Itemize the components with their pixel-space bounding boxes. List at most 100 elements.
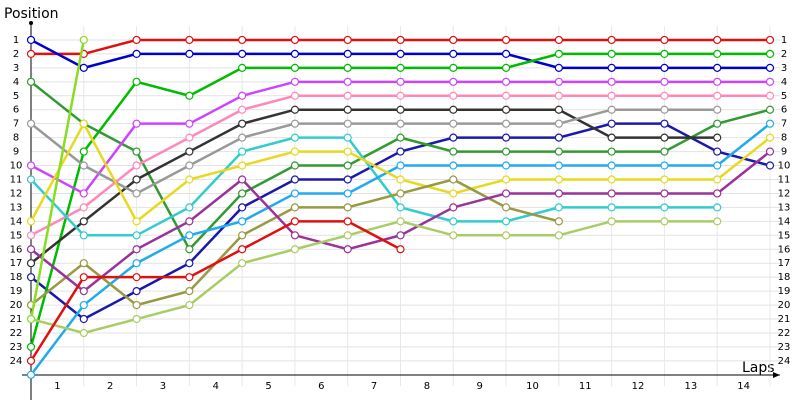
point (290, 77, 300, 86)
y-tick-label: 19 (10, 286, 23, 297)
x-tick-label: 7 (371, 381, 377, 392)
point (290, 231, 300, 240)
point (238, 217, 247, 226)
point (238, 161, 247, 170)
point (607, 175, 616, 184)
x-tick-label: 10 (526, 381, 539, 392)
point (343, 49, 352, 59)
point (501, 189, 511, 198)
point (238, 63, 247, 72)
y-tick-label-right: 4 (781, 77, 787, 88)
y-tick-label: 3 (13, 63, 19, 74)
point (79, 273, 88, 282)
point (713, 147, 722, 156)
y-tick-label-right: 12 (778, 188, 791, 199)
point (501, 175, 511, 184)
point (132, 314, 141, 324)
point (132, 189, 141, 198)
point (132, 245, 141, 254)
point (501, 147, 511, 156)
point (343, 175, 352, 184)
y-tick-label: 23 (10, 342, 23, 353)
point (765, 147, 775, 156)
point (449, 35, 458, 45)
point (185, 287, 194, 296)
point (79, 314, 88, 324)
point (343, 245, 352, 254)
point (26, 273, 36, 282)
point (660, 189, 669, 198)
point (290, 63, 300, 72)
point (26, 370, 36, 379)
point (238, 175, 247, 184)
point (132, 49, 141, 59)
series-line (29, 220, 402, 362)
point (713, 77, 722, 86)
point (132, 175, 141, 184)
point (396, 77, 405, 86)
point (607, 119, 616, 128)
point (26, 314, 36, 324)
point (607, 217, 616, 226)
point (132, 217, 141, 226)
point (607, 203, 616, 212)
y-tick-label: 13 (10, 202, 23, 213)
point (501, 133, 511, 142)
x-tick-label: 3 (160, 381, 166, 392)
point (396, 175, 405, 184)
point (449, 161, 458, 170)
y-tick-label: 14 (10, 216, 23, 227)
y-tick-label-right: 23 (778, 342, 791, 353)
point (501, 231, 511, 240)
point (501, 161, 511, 170)
y-axis-label: Position (4, 6, 59, 22)
point (343, 189, 352, 198)
point (449, 147, 458, 156)
point (132, 161, 141, 170)
y-tick-label-right: 22 (778, 328, 791, 339)
point (79, 259, 88, 268)
point (501, 119, 511, 128)
point (343, 217, 352, 226)
point (238, 91, 247, 100)
point (238, 203, 247, 212)
point (238, 49, 247, 59)
point (396, 147, 405, 156)
point (554, 49, 563, 59)
point (185, 175, 194, 184)
point (449, 49, 458, 59)
point (449, 77, 458, 86)
point (79, 328, 88, 338)
point (79, 203, 88, 212)
point (290, 217, 300, 226)
point (449, 105, 458, 114)
point (713, 161, 722, 170)
y-tick-label: 2 (13, 49, 19, 60)
point (238, 231, 247, 240)
point (79, 287, 88, 296)
point (396, 203, 405, 212)
point (396, 245, 405, 254)
point (238, 119, 247, 128)
point (185, 133, 194, 142)
point (607, 105, 616, 114)
point (343, 231, 352, 240)
point (554, 161, 563, 170)
point (26, 49, 36, 59)
point (290, 133, 300, 142)
point (290, 119, 300, 128)
point (79, 189, 88, 198)
y-tick-label-right: 3 (781, 63, 787, 74)
point (765, 35, 775, 45)
point (449, 217, 458, 226)
point (765, 105, 775, 114)
x-tick-label: 12 (632, 381, 645, 392)
point (26, 77, 36, 86)
y-tick-label: 7 (13, 119, 19, 130)
point (554, 105, 563, 114)
point (132, 77, 141, 86)
point (26, 161, 36, 170)
y-tick-label: 9 (13, 147, 19, 158)
y-tick-label: 18 (10, 272, 23, 283)
point (607, 189, 616, 198)
